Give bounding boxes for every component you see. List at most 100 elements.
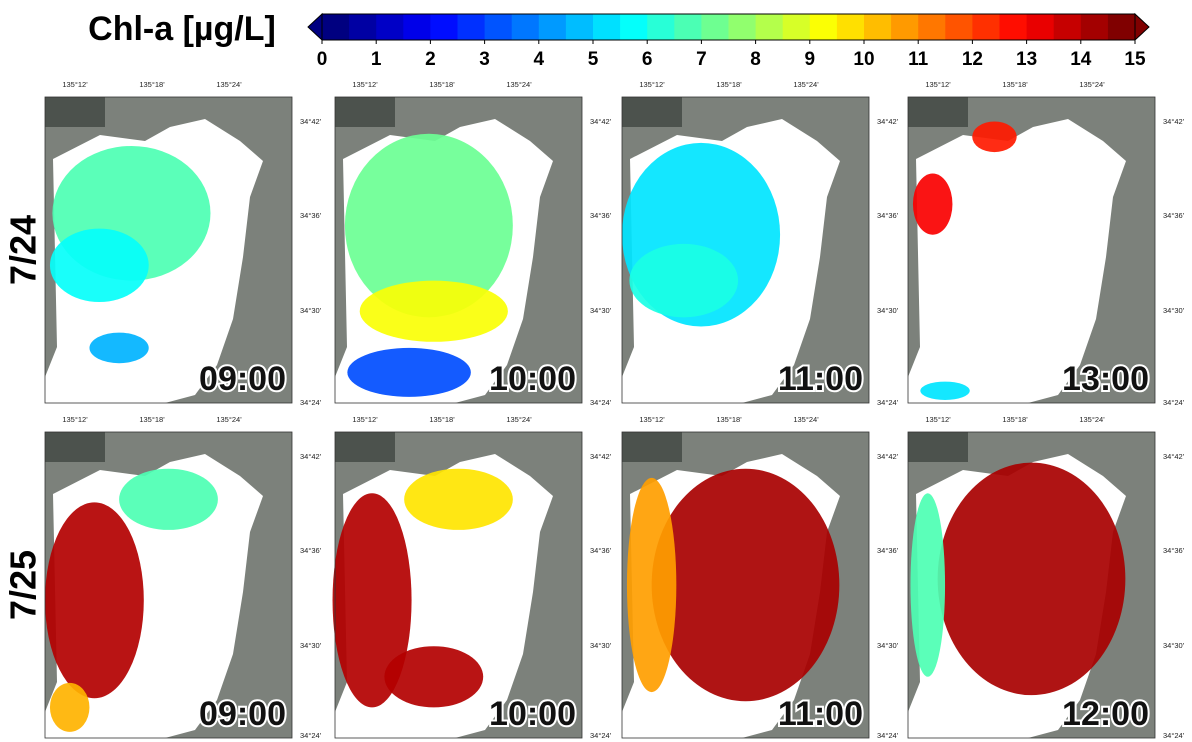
lat-label: 34°36' (1163, 546, 1185, 555)
colorbar-step (512, 14, 540, 40)
colorbar-step (1108, 14, 1136, 40)
lat-label: 34°30' (590, 306, 612, 315)
colorbar-arrow-right (1135, 14, 1149, 40)
colorbar-step (810, 14, 838, 40)
lat-label: 34°42' (1163, 117, 1185, 126)
lat-label: 34°42' (300, 452, 322, 461)
chl-patch (404, 469, 513, 530)
lon-label: 135°12' (639, 415, 665, 424)
row-label: 7/25 (3, 550, 44, 620)
colorbar-step (864, 14, 892, 40)
chl-patch (629, 244, 738, 317)
lon-label: 135°24' (793, 415, 819, 424)
land-dark (45, 97, 105, 127)
land-dark (335, 432, 395, 462)
lon-label: 135°18' (1002, 80, 1028, 89)
lat-label: 34°24' (877, 398, 899, 407)
lon-label: 135°12' (925, 80, 951, 89)
lat-label: 34°30' (300, 306, 322, 315)
colorbar-step (566, 14, 594, 40)
colorbar-tick-label: 11 (908, 49, 929, 70)
land-dark (622, 432, 682, 462)
lat-label: 34°36' (877, 546, 899, 555)
chl-patch (652, 469, 840, 702)
time-label: 13:00 (1062, 360, 1149, 398)
colorbar-arrow-left (308, 14, 322, 40)
colorbar-title: Chl-a [µg/L] (88, 10, 276, 48)
lat-label: 34°24' (877, 731, 899, 740)
lon-label: 135°18' (716, 80, 742, 89)
lon-label: 135°12' (62, 80, 88, 89)
chl-patch (45, 502, 144, 698)
map-panel: 12:00 (908, 432, 1155, 738)
lat-label: 34°42' (300, 117, 322, 126)
lon-label: 135°24' (793, 80, 819, 89)
chl-patch (360, 281, 508, 342)
colorbar-step (945, 14, 973, 40)
lat-label: 34°24' (1163, 731, 1185, 740)
chl-patch (910, 493, 945, 677)
lat-label: 34°36' (877, 211, 899, 220)
colorbar-tick-label: 7 (696, 49, 707, 70)
time-label: 11:00 (778, 360, 863, 398)
colorbar-step (972, 14, 1000, 40)
time-label: 11:00 (778, 695, 863, 733)
colorbar-step (593, 14, 621, 40)
colorbar-step (620, 14, 648, 40)
chl-patch (627, 478, 676, 692)
figure: Chl-a [µg/L] 01234567891011121314157/240… (0, 0, 1192, 742)
chl-patch (50, 229, 149, 302)
colorbar-step (783, 14, 811, 40)
lat-label: 34°42' (590, 117, 612, 126)
lat-label: 34°24' (590, 398, 612, 407)
lat-label: 34°24' (590, 731, 612, 740)
lat-label: 34°36' (300, 211, 322, 220)
lat-label: 34°30' (590, 641, 612, 650)
time-label: 09:00 (199, 695, 286, 733)
chl-patch (89, 333, 148, 364)
lat-label: 34°24' (300, 731, 322, 740)
chl-patch (119, 469, 218, 530)
lon-label: 135°12' (925, 415, 951, 424)
chl-patch (384, 646, 483, 707)
map-panel: 11:00 (622, 97, 869, 403)
lon-label: 135°18' (139, 80, 165, 89)
lon-label: 135°24' (1079, 415, 1105, 424)
colorbar-step (485, 14, 513, 40)
land-dark (45, 432, 105, 462)
lat-label: 34°36' (1163, 211, 1185, 220)
lat-label: 34°30' (877, 641, 899, 650)
colorbar-step (1081, 14, 1109, 40)
lat-label: 34°30' (1163, 641, 1185, 650)
lon-label: 135°24' (216, 415, 242, 424)
map-panel: 10:00 (335, 97, 582, 403)
lat-label: 34°30' (1163, 306, 1185, 315)
colorbar-tick-label: 10 (853, 49, 874, 70)
colorbar-step (1000, 14, 1028, 40)
lat-label: 34°30' (877, 306, 899, 315)
lon-label: 135°12' (352, 80, 378, 89)
lat-label: 34°36' (300, 546, 322, 555)
lat-label: 34°42' (877, 117, 899, 126)
colorbar-tick-label: 0 (317, 49, 328, 70)
colorbar-step (1027, 14, 1055, 40)
colorbar-step (729, 14, 757, 40)
lat-label: 34°42' (877, 452, 899, 461)
colorbar-tick-label: 4 (534, 49, 545, 70)
colorbar-step (430, 14, 458, 40)
colorbar-tick-label: 13 (1016, 49, 1037, 70)
colorbar-tick-label: 5 (588, 49, 599, 70)
map-panel: 10:00 (333, 432, 582, 738)
land-dark (908, 432, 968, 462)
row-label: 7/24 (3, 215, 44, 285)
colorbar-step (539, 14, 567, 40)
chl-patch (913, 174, 953, 235)
lat-label: 34°42' (590, 452, 612, 461)
colorbar-tick-label: 1 (371, 49, 382, 70)
colorbar-step (322, 14, 350, 40)
lon-label: 135°12' (352, 415, 378, 424)
chl-patch (347, 348, 471, 397)
lon-label: 135°24' (1079, 80, 1105, 89)
lon-label: 135°24' (506, 415, 532, 424)
chl-patch (938, 463, 1126, 696)
